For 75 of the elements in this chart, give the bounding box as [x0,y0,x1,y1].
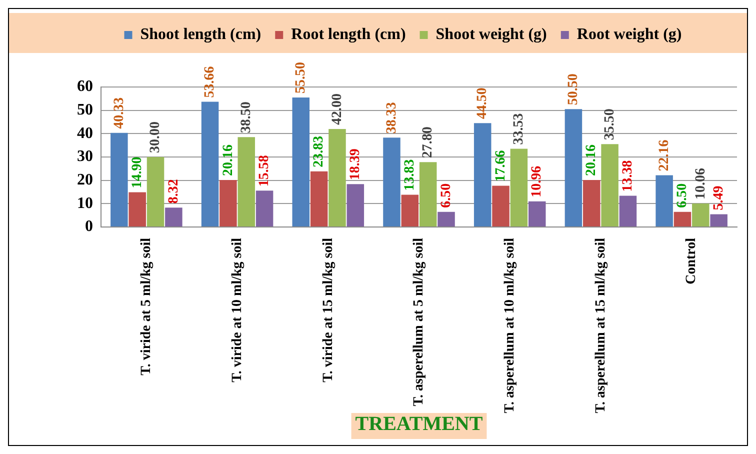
legend-label: Root weight (g) [576,26,682,44]
bar [110,132,128,226]
bar [310,171,328,226]
bar [238,137,256,226]
bar [128,192,146,226]
bar [510,148,528,226]
data-label: 55.50 [293,62,308,94]
data-label: 53.66 [202,66,218,98]
data-label: 23.83 [312,136,327,168]
y-tick-label: 20 [77,171,93,188]
legend-label: Shoot length (cm) [140,26,262,44]
bar [474,123,492,226]
data-label: 17.66 [493,150,508,182]
x-tick-label: T. viride at 10 ml/kg soil [230,238,245,382]
y-tick-label: 30 [77,148,93,166]
bar [601,144,618,226]
bar [419,162,437,226]
data-label: 13.38 [620,160,636,192]
data-label: 15.58 [257,155,272,187]
bar [692,204,710,226]
bar [256,190,274,226]
bar [528,201,546,226]
bar [656,175,673,226]
data-label: 44.50 [475,88,490,120]
data-label: 20.16 [584,144,600,176]
bar [346,184,364,226]
data-label: 10.06 [693,168,708,200]
bar [564,109,582,226]
data-label: 13.83 [402,159,418,191]
bar [438,212,455,226]
bar [492,186,510,226]
data-label: 10.96 [530,166,545,198]
x-tick-label: T. asperellum at 10 ml/kg soil [502,238,518,414]
data-label: 27.80 [420,126,436,158]
bar [165,208,182,226]
data-label: 18.39 [348,148,364,180]
x-tick-label: Control [684,238,700,284]
x-tick-label: T. asperellum at 15 ml/kg soil [593,238,608,414]
legend-label: Root length (cm) [291,26,406,44]
bar [220,180,237,226]
bar [710,214,728,226]
y-tick-label: 50 [77,101,93,118]
y-tick-label: 40 [77,124,93,142]
bar [292,98,310,226]
x-axis-title: TREATMENT [355,413,484,436]
data-label: 38.33 [384,102,400,134]
bar [674,212,692,226]
data-label: 35.50 [602,108,618,140]
bar [401,194,419,226]
data-label: 50.50 [566,74,582,106]
data-label: 33.53 [512,113,527,145]
data-label: 30.00 [148,122,164,153]
y-tick-label: 60 [77,78,93,96]
data-label: 20.16 [220,144,236,176]
bar [582,180,600,226]
y-tick-label: 10 [77,194,93,212]
data-label: 22.16 [656,140,672,172]
bar [201,102,219,226]
data-label: 14.90 [130,156,145,188]
data-label: 8.32 [166,179,182,204]
x-tick-label: T. asperellum at 5 ml/kg soil [412,238,427,406]
bar [328,129,346,226]
legend-label: Shoot weight (g) [436,26,547,44]
x-tick-label: T. viride at 15 ml/kg soil [320,238,336,382]
data-label: 6.50 [438,183,454,208]
bar [383,138,400,226]
data-label: 6.50 [675,183,690,208]
data-label: 38.50 [238,102,254,134]
data-label: 40.33 [112,97,127,129]
y-tick-label: 0 [85,218,93,236]
data-label: 42.00 [330,94,345,125]
bar [619,196,637,226]
bar [146,157,164,226]
x-tick-label: T. viride at 5 ml/kg soil [139,238,154,376]
data-label: 5.49 [711,186,726,210]
